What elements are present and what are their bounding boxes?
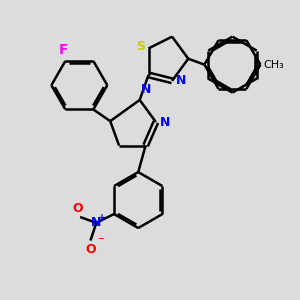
Text: CH₃: CH₃ (263, 60, 284, 70)
Text: ⁻: ⁻ (97, 236, 104, 248)
Text: O: O (85, 244, 96, 256)
Text: O: O (72, 202, 83, 214)
Text: N: N (176, 74, 186, 87)
Text: N: N (141, 83, 152, 96)
Text: N: N (91, 216, 101, 230)
Text: +: + (98, 213, 106, 223)
Text: F: F (59, 43, 69, 57)
Text: S: S (136, 40, 146, 53)
Text: N: N (159, 116, 170, 128)
